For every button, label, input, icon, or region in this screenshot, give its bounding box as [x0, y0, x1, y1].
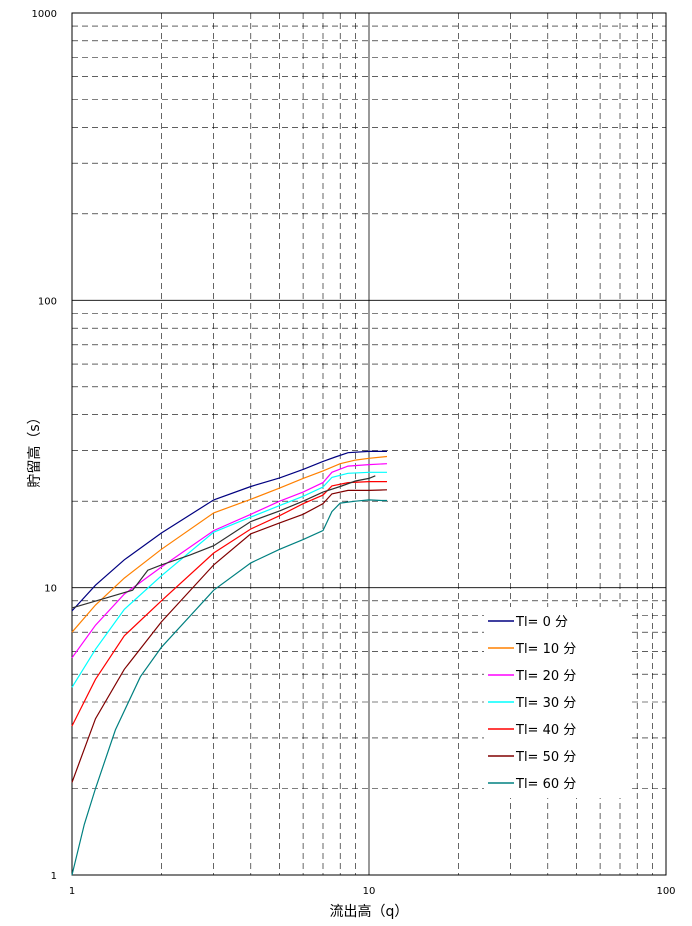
series-line-2 — [71, 463, 388, 659]
plot-area-border — [71, 12, 667, 876]
series-line-6 — [71, 499, 387, 876]
series-line-0 — [71, 450, 387, 612]
tick-labels: 1 10 100 1 10 100 1000 — [32, 9, 676, 897]
grid — [72, 13, 666, 875]
legend-label: Tl= 40 分 — [515, 723, 576, 738]
legend-label: Tl= 10 分 — [515, 642, 576, 657]
series-line-1 — [71, 455, 388, 633]
series-line-3 — [71, 471, 387, 688]
y-tick-label: 10 — [44, 584, 57, 595]
legend-label: Tl= 50 分 — [515, 750, 576, 765]
y-axis-title: 貯留高（s） — [26, 410, 43, 487]
legend-label: Tl= 60 分 — [515, 777, 576, 792]
series-line-4 — [71, 481, 387, 727]
x-tick-label: 10 — [363, 886, 376, 897]
legend-label: Tl= 30 分 — [515, 696, 576, 711]
x-tick-label: 100 — [656, 886, 675, 897]
y-tick-label: 100 — [38, 296, 57, 307]
series-lines — [71, 450, 388, 876]
legend-label: Tl= 20 分 — [515, 669, 576, 684]
y-tick-label: 1 — [51, 871, 57, 882]
series-line-7 — [71, 475, 376, 609]
x-tick-label: 1 — [69, 886, 75, 897]
x-axis-title: 流出高（q） — [330, 903, 409, 920]
legend-label: Tl= 0 分 — [515, 615, 568, 630]
series-line-5 — [71, 489, 388, 783]
y-tick-label: 1000 — [32, 9, 57, 20]
legend: Tl= 0 分 Tl= 10 分 Tl= 20 分 Tl= 30 分 Tl= 40 分 T… — [484, 607, 632, 798]
